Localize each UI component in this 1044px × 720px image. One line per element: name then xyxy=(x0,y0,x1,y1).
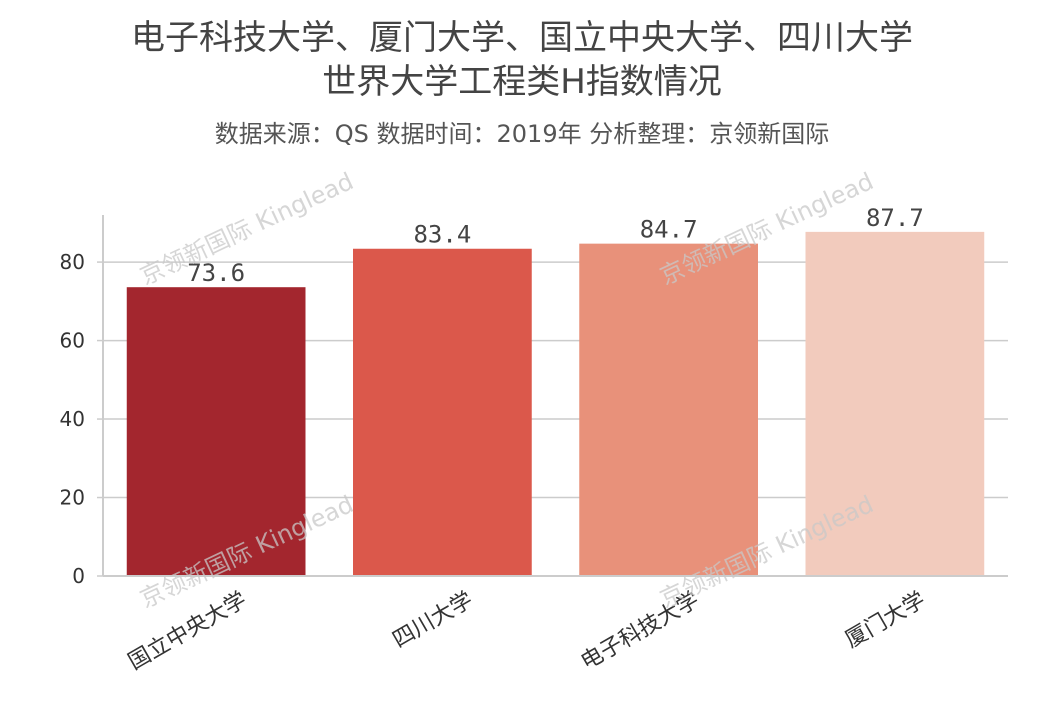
y-tick-label: 80 xyxy=(60,250,85,274)
watermark-text: 京领新国际 Kinglead xyxy=(136,167,358,290)
x-tick-label: 厦门大学 xyxy=(841,588,930,654)
y-tick-label: 60 xyxy=(60,329,85,353)
data-labels: 73.6 83.4 84.7 87.7 xyxy=(187,204,924,287)
axes xyxy=(102,215,1008,577)
x-tick-label: 四川大学 xyxy=(389,588,478,654)
bar xyxy=(353,248,532,576)
bar xyxy=(579,243,758,576)
bar xyxy=(126,287,306,576)
bar xyxy=(805,231,985,576)
chart-title-line1: 电子科技大学、厦门大学、国立中央大学、四川大学 xyxy=(131,18,913,58)
y-tick-label: 0 xyxy=(72,564,85,588)
y-tick-label: 20 xyxy=(60,486,85,510)
y-tick-label: 40 xyxy=(60,407,85,431)
bar-value-label: 84.7 xyxy=(640,216,698,244)
bars xyxy=(126,231,985,576)
chart-subtitle: 数据来源：QS 数据时间：2019年 分析整理：京领新国际 xyxy=(214,120,830,148)
bar-value-label: 87.7 xyxy=(866,204,924,232)
bar-value-label: 83.4 xyxy=(413,221,471,249)
chart-title-line2: 世界大学工程类H指数情况 xyxy=(322,62,722,102)
bar-value-label: 73.6 xyxy=(187,259,245,287)
